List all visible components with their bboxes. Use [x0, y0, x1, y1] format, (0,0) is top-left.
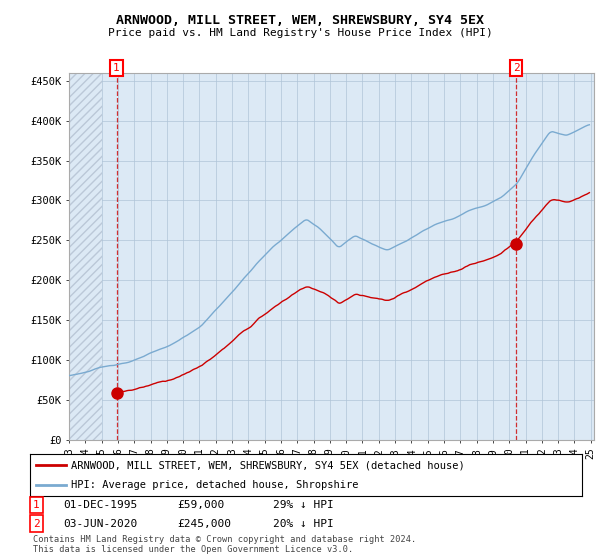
Text: 1: 1	[113, 63, 120, 73]
Text: HPI: Average price, detached house, Shropshire: HPI: Average price, detached house, Shro…	[71, 480, 359, 490]
Text: 01-DEC-1995: 01-DEC-1995	[63, 500, 137, 510]
Text: 29% ↓ HPI: 29% ↓ HPI	[273, 500, 334, 510]
Text: 2: 2	[33, 519, 40, 529]
Text: 03-JUN-2020: 03-JUN-2020	[63, 519, 137, 529]
Text: £59,000: £59,000	[177, 500, 224, 510]
Bar	[69, 73, 101, 440]
Text: 2: 2	[512, 63, 520, 73]
Text: £245,000: £245,000	[177, 519, 231, 529]
Text: 1: 1	[33, 500, 40, 510]
Text: Price paid vs. HM Land Registry's House Price Index (HPI): Price paid vs. HM Land Registry's House …	[107, 28, 493, 38]
Text: 20% ↓ HPI: 20% ↓ HPI	[273, 519, 334, 529]
Text: Contains HM Land Registry data © Crown copyright and database right 2024.
This d: Contains HM Land Registry data © Crown c…	[33, 535, 416, 554]
Text: ARNWOOD, MILL STREET, WEM, SHREWSBURY, SY4 5EX: ARNWOOD, MILL STREET, WEM, SHREWSBURY, S…	[116, 14, 484, 27]
Text: ARNWOOD, MILL STREET, WEM, SHREWSBURY, SY4 5EX (detached house): ARNWOOD, MILL STREET, WEM, SHREWSBURY, S…	[71, 460, 465, 470]
